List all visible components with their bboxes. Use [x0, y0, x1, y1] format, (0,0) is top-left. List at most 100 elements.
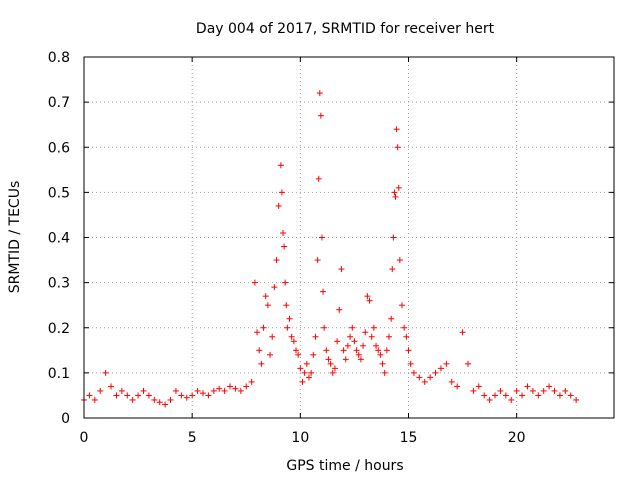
data-point [344, 342, 351, 349]
data-point [124, 392, 131, 399]
data-point [251, 279, 258, 286]
x-axis-label: GPS time / hours [286, 458, 403, 474]
data-point [129, 396, 136, 403]
data-point [386, 333, 393, 340]
data-point [286, 315, 293, 322]
data-point [194, 387, 201, 394]
x-tick-label: 10 [291, 430, 309, 446]
data-point [340, 347, 347, 354]
data-point [314, 257, 321, 264]
data-point [405, 347, 412, 354]
data-point [393, 126, 400, 133]
data-point [336, 306, 343, 313]
data-point [407, 360, 414, 367]
data-point [357, 356, 364, 363]
data-point [331, 365, 338, 372]
y-tick-label: 0.2 [48, 321, 70, 337]
data-point [91, 396, 98, 403]
data-point [349, 324, 356, 331]
data-point [360, 342, 367, 349]
data-point [269, 333, 276, 340]
data-point [351, 338, 358, 345]
data-point [118, 387, 125, 394]
data-point [237, 387, 244, 394]
data-point [347, 333, 354, 340]
y-tick-label: 0.7 [48, 95, 70, 111]
data-point [492, 392, 499, 399]
data-point [497, 387, 504, 394]
data-point [102, 369, 109, 376]
data-point [256, 347, 263, 354]
data-point [437, 365, 444, 372]
data-point [513, 387, 520, 394]
data-point [353, 347, 360, 354]
data-point [317, 112, 324, 119]
data-point [390, 234, 397, 241]
data-point [290, 338, 297, 345]
data-point [305, 374, 312, 381]
data-point [389, 266, 396, 273]
x-tick-label: 15 [400, 430, 418, 446]
data-point [280, 229, 287, 236]
data-point [275, 202, 282, 209]
data-point [172, 387, 179, 394]
data-point [299, 378, 306, 385]
data-point [262, 293, 269, 300]
y-tick-label: 0.5 [48, 185, 70, 201]
data-point [310, 351, 317, 358]
data-point [221, 387, 228, 394]
data-point [205, 392, 212, 399]
data-point [273, 257, 280, 264]
data-point [135, 392, 142, 399]
data-point [519, 392, 526, 399]
data-point [156, 399, 163, 406]
x-tick-label: 5 [188, 430, 197, 446]
data-point [391, 189, 398, 196]
data-point [410, 369, 417, 376]
data-point [364, 293, 371, 300]
data-point [551, 387, 558, 394]
data-point [375, 347, 382, 354]
data-point [145, 392, 152, 399]
chart-title: Day 004 of 2017, SRMTID for receiver her… [196, 21, 495, 37]
data-point [267, 351, 274, 358]
data-point [303, 360, 310, 367]
x-tick-labels: 0 5 10 15 20 [80, 430, 526, 446]
data-point [388, 315, 395, 322]
data-point [562, 387, 569, 394]
data-point [277, 162, 284, 169]
data-point [470, 387, 477, 394]
data-point [183, 394, 190, 401]
x-tick-label: 0 [80, 430, 89, 446]
data-point [529, 387, 536, 394]
data-point [140, 387, 147, 394]
data-point [373, 342, 380, 349]
data-point [381, 369, 388, 376]
data-point [403, 333, 410, 340]
y-tick-label: 0.8 [48, 50, 70, 66]
data-point [284, 324, 291, 331]
data-point [278, 189, 285, 196]
data-point [325, 356, 332, 363]
data-point [370, 324, 377, 331]
data-point [475, 383, 482, 390]
data-point [556, 392, 563, 399]
data-point [281, 243, 288, 250]
data-point [334, 338, 341, 345]
data-point [362, 329, 369, 336]
data-point [321, 324, 328, 331]
data-point [481, 392, 488, 399]
data-point [232, 385, 239, 392]
data-point [535, 392, 542, 399]
data-point [216, 385, 223, 392]
data-point [260, 324, 267, 331]
axis-ticks [83, 56, 614, 419]
data-point [366, 297, 373, 304]
data-point [162, 401, 169, 408]
data-point [151, 396, 158, 403]
grid [84, 57, 614, 418]
data-point [113, 392, 120, 399]
data-point [86, 392, 93, 399]
data-point [199, 390, 206, 397]
data-point [368, 333, 375, 340]
